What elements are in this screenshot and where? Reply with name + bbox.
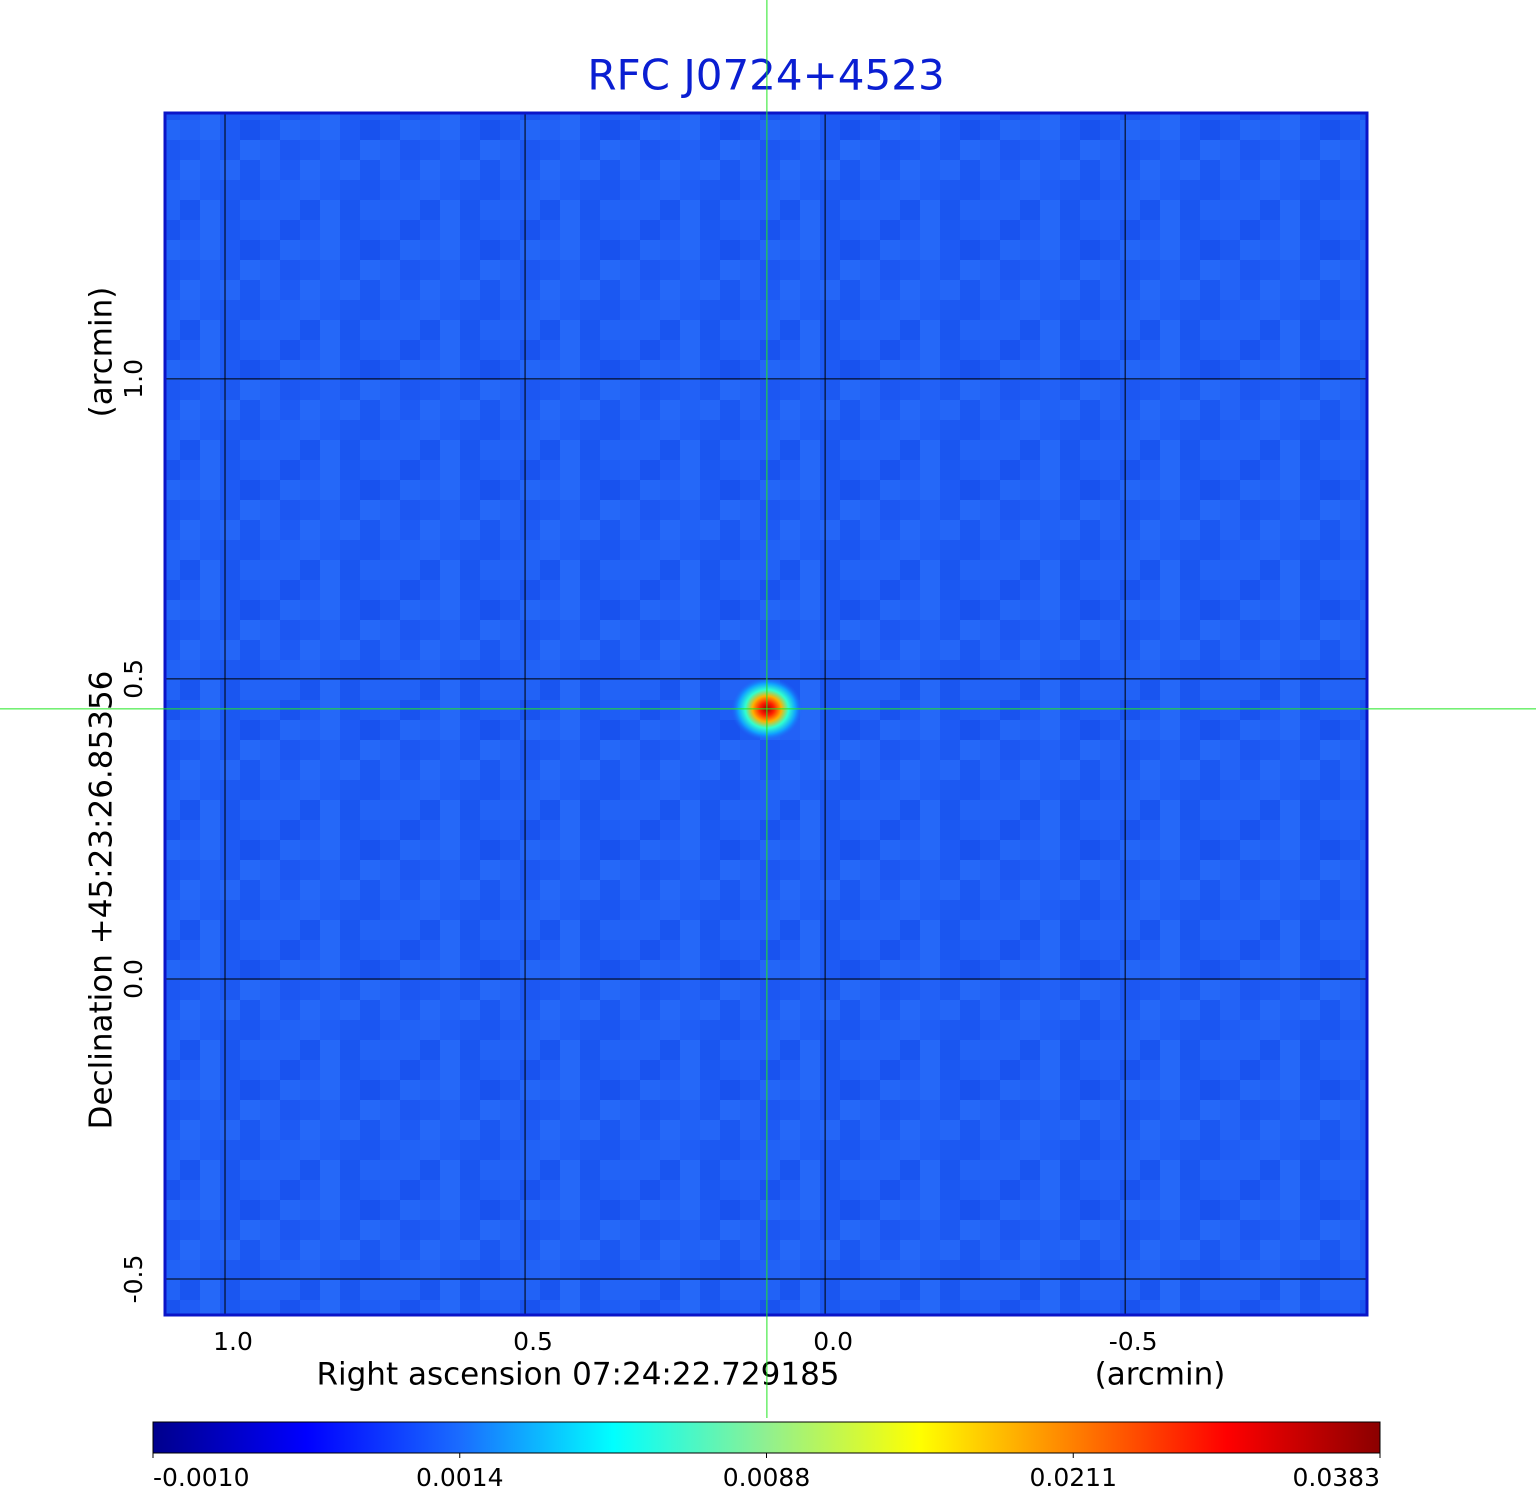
colorbar-tick-label: -0.0010: [153, 1463, 250, 1492]
y-tick-label: -0.5: [119, 1255, 148, 1304]
x-axis-unit: (arcmin): [1095, 1357, 1226, 1393]
chart-title: RFC J0724+4523: [587, 51, 944, 100]
y-tick-label: 1.0: [119, 359, 148, 399]
plot-frame: [163, 111, 1369, 1317]
colorbar-tick-label: 0.0014: [416, 1463, 503, 1492]
colorbar-tick-label: 0.0088: [723, 1463, 810, 1492]
colorbar-tick-label: 0.0383: [1293, 1463, 1380, 1492]
x-axis-label: Right ascension 07:24:22.729185: [316, 1357, 839, 1393]
x-tick-label: 1.0: [213, 1327, 253, 1356]
y-tick-label: 0.0: [119, 959, 148, 999]
y-axis-label: Declination +45:23:26.85356: [84, 671, 120, 1130]
colorbar-tick-label: 0.0211: [1030, 1463, 1117, 1492]
x-tick-label: -0.5: [1109, 1327, 1158, 1356]
x-tick-label: 0.5: [513, 1327, 553, 1356]
colorbar: [152, 1421, 1381, 1454]
image: [165, 113, 1367, 1315]
y-axis-unit: (arcmin): [84, 287, 120, 418]
y-tick-label: 0.5: [119, 659, 148, 699]
x-tick-label: 0.0: [813, 1327, 853, 1356]
